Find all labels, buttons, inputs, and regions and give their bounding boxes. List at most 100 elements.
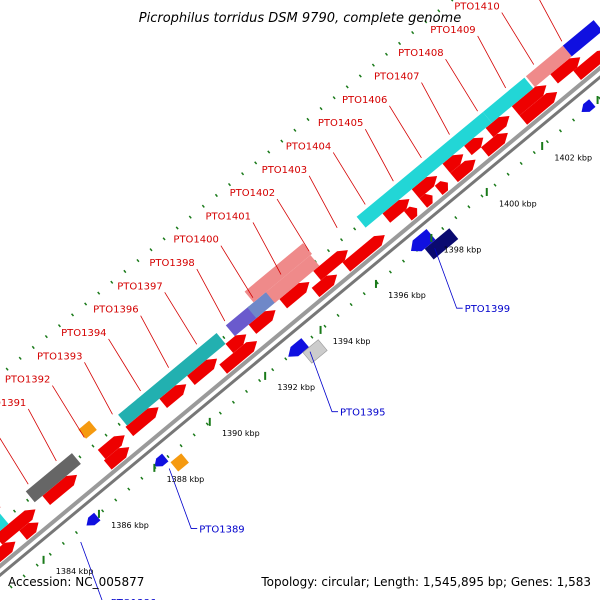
feature-block-blue bbox=[562, 20, 600, 57]
cds-arrow-forward bbox=[311, 274, 338, 298]
label-leader-red bbox=[364, 128, 394, 182]
feature-block-pink bbox=[265, 255, 320, 303]
scale-tick-label: 1386 kbp bbox=[111, 521, 149, 530]
gene-label-forward: PTO1400 bbox=[173, 235, 218, 246]
label-leader-red bbox=[445, 59, 478, 112]
gene-label-forward: PTO1408 bbox=[398, 48, 443, 59]
feature-block-pink bbox=[244, 243, 313, 303]
gene-label-forward: PTO1392 bbox=[5, 375, 50, 386]
feature-block-grey bbox=[25, 453, 81, 503]
label-leader-blue bbox=[434, 248, 463, 309]
label-leader-red bbox=[389, 105, 422, 159]
cds-arrow-forward bbox=[19, 522, 39, 540]
label-leader-red bbox=[220, 245, 254, 298]
label-leader-blue bbox=[80, 541, 103, 600]
feature-block-pink bbox=[525, 45, 572, 88]
label-leader-red bbox=[27, 408, 57, 462]
cds-arrow-forward bbox=[97, 435, 125, 460]
cds-arrow-forward bbox=[125, 407, 159, 437]
cds-arrow-forward bbox=[442, 154, 464, 173]
gene-label-forward: PTO1403 bbox=[262, 165, 307, 176]
gene-label-forward: PTO1407 bbox=[374, 72, 419, 83]
map-title: Picrophilus torridus DSM 9790, complete … bbox=[139, 11, 461, 26]
cds-arrow-forward bbox=[342, 235, 385, 272]
gene-label-reverse: PTO1399 bbox=[465, 304, 510, 315]
cds-arrow-forward bbox=[434, 181, 449, 195]
feature-block-teal bbox=[118, 398, 148, 426]
features bbox=[0, 20, 600, 572]
label-leader-red bbox=[501, 12, 535, 65]
cds-arrow-forward bbox=[0, 509, 36, 545]
gene-label-forward: PTO1401 bbox=[206, 211, 251, 222]
label-leader-red bbox=[276, 198, 310, 252]
cds-arrow-forward bbox=[225, 334, 247, 354]
feature-block-cyan bbox=[356, 112, 492, 228]
feature-block-orange bbox=[78, 420, 97, 439]
labels: PTO1388PTO1390PTO1391PTO1392PTO1393PTO13… bbox=[0, 0, 563, 600]
dotted-guide-line bbox=[0, 23, 600, 526]
label-leader-red bbox=[477, 35, 507, 89]
cds-arrow-reverse bbox=[288, 338, 310, 357]
feature-block-cyan bbox=[482, 77, 534, 123]
scale-tick-label: 1392 kbp bbox=[277, 383, 315, 392]
gene-label-forward: PTO1405 bbox=[318, 118, 363, 129]
label-leader-red bbox=[196, 268, 226, 322]
cds-arrow-forward bbox=[419, 193, 433, 208]
cds-arrow-reverse bbox=[154, 453, 169, 467]
cds-arrow-reverse bbox=[410, 228, 436, 252]
label-leader-red bbox=[539, 0, 563, 42]
feature-block-navy bbox=[424, 228, 459, 260]
cds-arrow-forward bbox=[519, 91, 558, 125]
gene-label-forward: PTO1398 bbox=[149, 258, 194, 269]
label-leader-red bbox=[0, 437, 29, 485]
gene-label-forward: PTO1397 bbox=[117, 281, 162, 292]
cds-arrow-forward bbox=[313, 250, 348, 281]
dotted-guide-line bbox=[0, 96, 600, 598]
cds-arrow-forward bbox=[511, 85, 547, 116]
cds-arrow-forward bbox=[464, 137, 484, 156]
cds-arrow-reverse bbox=[581, 99, 596, 113]
genome-stats-text: Topology: circular; Length: 1,545,895 bp… bbox=[260, 575, 591, 589]
gene-label-forward: PTO1393 bbox=[37, 351, 82, 362]
gene-label-reverse: PTO1386 bbox=[111, 598, 156, 600]
cds-arrow-forward bbox=[42, 474, 78, 506]
cds-arrow-forward bbox=[187, 358, 218, 385]
label-leader-red bbox=[84, 362, 113, 415]
cds-arrow-forward bbox=[279, 282, 310, 309]
scale-tick-label: 1402 kbp bbox=[554, 153, 592, 162]
gene-label-forward: PTO1391 bbox=[0, 398, 26, 409]
label-leader-red bbox=[332, 152, 366, 205]
cds-arrow-forward bbox=[573, 49, 600, 80]
dotted-guide-line bbox=[0, 0, 455, 378]
cds-arrow-forward bbox=[382, 198, 410, 223]
feature-block-steelblue bbox=[247, 290, 277, 319]
label-leader-red bbox=[421, 82, 450, 135]
cds-arrow-forward bbox=[103, 447, 130, 470]
cds-arrow-reverse bbox=[86, 512, 101, 526]
feature-block-orange bbox=[170, 453, 189, 472]
gene-label-forward: PTO1394 bbox=[61, 328, 106, 339]
gene-label-reverse: PTO1389 bbox=[199, 525, 244, 536]
accession-text: Accession: NC_005877 bbox=[8, 575, 144, 589]
label-leader-blue bbox=[309, 351, 339, 413]
scale-tick-label: 1388 kbp bbox=[167, 475, 205, 484]
backbone bbox=[0, 65, 600, 578]
cds-arrow-forward bbox=[411, 175, 438, 199]
cds-arrow-forward bbox=[404, 206, 418, 221]
cds-arrow-forward bbox=[219, 341, 258, 374]
cds-arrow-forward bbox=[248, 310, 276, 334]
gene-label-reverse: PTO1395 bbox=[340, 408, 385, 419]
label-leader-red bbox=[140, 315, 169, 368]
gene-label-forward: PTO1404 bbox=[286, 141, 331, 152]
gene-label-forward: PTO1410 bbox=[454, 2, 499, 13]
scale-ticks: 1384 kbp 1386 kbp 1388 kbp 1390 kbp 1392 kbp… bbox=[42, 96, 599, 576]
gene-label-forward: PTO1406 bbox=[342, 95, 387, 106]
scale-tick-label: 1390 kbp bbox=[222, 429, 260, 438]
cds-arrow-forward bbox=[485, 115, 510, 138]
feature-block-teal bbox=[136, 333, 226, 411]
backbone-strand-outer bbox=[0, 65, 600, 569]
scale-tick-label: 1396 kbp bbox=[388, 291, 426, 300]
label-leader-red bbox=[252, 222, 282, 275]
scale-tick-label: 1398 kbp bbox=[444, 245, 482, 254]
